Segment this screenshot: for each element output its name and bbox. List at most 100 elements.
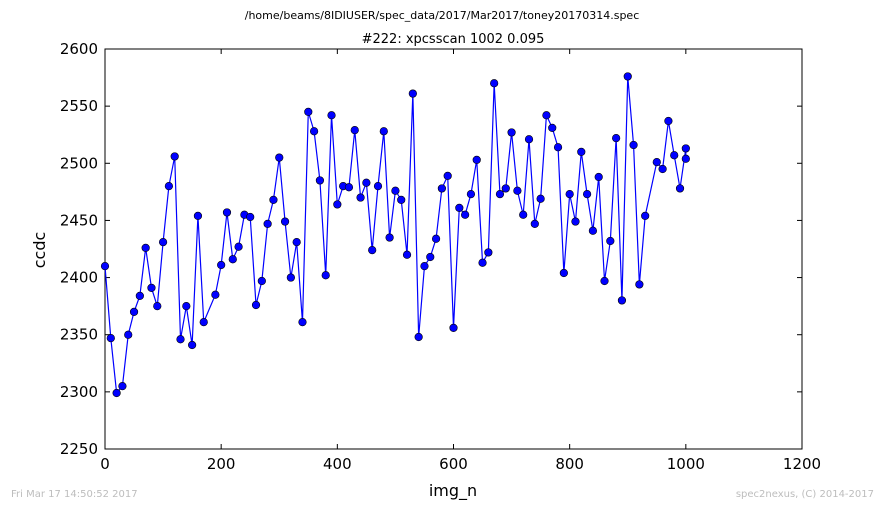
data-point xyxy=(530,219,539,228)
data-point xyxy=(373,182,383,191)
data-point xyxy=(478,258,487,267)
y-tick-label: 2250 xyxy=(60,440,98,458)
data-point xyxy=(118,382,127,391)
x-tick-label: 1000 xyxy=(667,455,705,473)
data-point xyxy=(629,140,638,150)
data-point xyxy=(641,211,650,220)
data-point xyxy=(588,226,598,235)
data-point xyxy=(559,268,568,278)
plot-area xyxy=(104,48,803,450)
data-point xyxy=(565,190,574,199)
data-point xyxy=(350,126,359,135)
data-point xyxy=(135,291,144,300)
data-point xyxy=(670,151,679,160)
data-point xyxy=(327,111,336,120)
axis-ticks: 0 200 400 600 800 1000 1200 2250 2300 2350 2400 245… xyxy=(60,40,821,473)
data-point xyxy=(397,195,406,204)
data-point xyxy=(606,236,615,246)
y-tick-label: 2450 xyxy=(60,211,98,229)
data-point xyxy=(617,296,627,305)
data-point xyxy=(188,340,197,350)
data-point xyxy=(362,178,371,187)
data-point xyxy=(286,273,295,282)
data-point xyxy=(681,144,690,153)
data-point xyxy=(124,330,133,339)
data-point xyxy=(414,332,423,342)
data-point xyxy=(658,164,667,174)
data-point xyxy=(455,203,464,212)
y-tick-label: 2600 xyxy=(60,40,98,58)
data-point xyxy=(577,147,586,156)
data-point xyxy=(426,252,435,262)
data-point xyxy=(635,280,644,289)
data-point xyxy=(484,248,493,257)
data-point xyxy=(304,107,313,116)
data-point xyxy=(315,176,325,185)
y-tick-label: 2300 xyxy=(60,383,98,401)
data-point xyxy=(495,190,505,199)
data-point xyxy=(100,262,110,271)
data-point xyxy=(664,116,673,126)
data-point xyxy=(106,334,115,343)
x-tick-label: 600 xyxy=(439,455,468,473)
data-point xyxy=(408,89,417,98)
data-point xyxy=(344,183,354,192)
data-point xyxy=(182,302,191,311)
data-point xyxy=(275,153,284,162)
data-point xyxy=(379,127,388,136)
y-axis-label: ccdc xyxy=(30,232,49,269)
data-point xyxy=(251,300,261,310)
footer-timestamp: Fri Mar 17 14:50:52 2017 xyxy=(11,489,138,500)
data-point xyxy=(612,134,621,143)
data-point xyxy=(164,182,173,191)
data-point xyxy=(513,186,522,195)
x-tick-label: 1200 xyxy=(783,455,821,473)
series-line xyxy=(104,76,687,395)
data-point xyxy=(321,271,330,280)
data-point xyxy=(333,200,342,209)
data-point xyxy=(623,72,632,81)
y-tick-label: 2500 xyxy=(60,154,98,172)
data-point xyxy=(234,242,243,251)
data-point xyxy=(356,193,365,202)
data-point xyxy=(437,184,446,193)
data-point xyxy=(391,186,400,195)
data-point xyxy=(652,158,661,167)
data-point xyxy=(158,238,168,247)
data-point xyxy=(675,184,685,193)
data-point xyxy=(269,195,278,204)
data-point xyxy=(449,323,458,332)
data-point xyxy=(507,128,516,137)
data-point xyxy=(443,171,452,180)
data-point xyxy=(681,154,690,163)
data-point xyxy=(385,233,394,242)
data-point xyxy=(257,276,266,286)
x-tick-label: 400 xyxy=(323,455,352,473)
data-point xyxy=(582,190,592,199)
data-point xyxy=(536,194,545,203)
data-point xyxy=(542,111,551,120)
data-point xyxy=(524,135,534,144)
data-point xyxy=(153,302,162,311)
data-point xyxy=(594,172,603,182)
data-point xyxy=(147,283,156,292)
chart-title: #222: xpcsscan 1002 0.095 xyxy=(362,32,545,47)
footer-credit: spec2nexus, (C) 2014-2017 xyxy=(735,489,874,500)
y-tick-label: 2350 xyxy=(60,326,98,344)
x-tick-label: 200 xyxy=(207,455,236,473)
data-point xyxy=(298,318,307,327)
data-point xyxy=(211,290,220,299)
data-point xyxy=(420,262,429,271)
data-point xyxy=(402,250,412,259)
data-point xyxy=(193,211,203,220)
data-point xyxy=(461,210,470,219)
data-point xyxy=(246,212,255,222)
data-point xyxy=(228,255,237,264)
data-point xyxy=(170,152,179,161)
x-tick-label: 0 xyxy=(100,455,110,473)
data-point xyxy=(553,143,563,152)
data-point xyxy=(112,388,121,398)
data-point xyxy=(263,219,272,228)
x-axis-label: img_n xyxy=(429,481,477,501)
